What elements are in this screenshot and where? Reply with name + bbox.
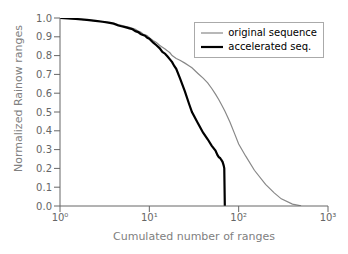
svg-text:0.5: 0.5 — [36, 107, 52, 118]
svg-text:10⁰: 10⁰ — [52, 212, 69, 223]
svg-text:0.7: 0.7 — [36, 69, 52, 80]
svg-text:0.2: 0.2 — [36, 163, 52, 174]
html-text:accelerated seq.: accelerated seq. — [228, 41, 312, 52]
html-text:original sequence: original sequence — [228, 27, 317, 38]
svg-text:0.4: 0.4 — [36, 125, 52, 136]
svg-text:0.9: 0.9 — [36, 31, 52, 42]
svg-text:10¹: 10¹ — [141, 212, 158, 223]
svg-text:0.1: 0.1 — [36, 182, 52, 193]
svg-text:0.0: 0.0 — [36, 201, 52, 212]
svg-text:0.3: 0.3 — [36, 144, 52, 155]
svg-text:Normalized Rainow ranges: Normalized Rainow ranges — [12, 25, 25, 172]
svg-text:0.6: 0.6 — [36, 88, 52, 99]
svg-text:10²: 10² — [230, 212, 247, 223]
svg-text:0.8: 0.8 — [36, 50, 52, 61]
svg-text:Cumulated number of ranges: Cumulated number of ranges — [113, 230, 275, 243]
svg-text:10³: 10³ — [320, 212, 337, 223]
svg-text:1.0: 1.0 — [36, 13, 52, 24]
